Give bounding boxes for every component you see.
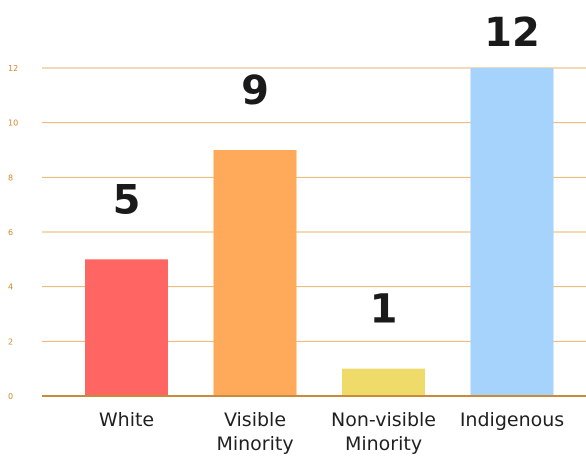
y-tick-label: 0 [8,392,13,401]
bar [85,259,168,396]
bar [213,150,297,396]
y-tick-label: 8 [8,173,13,182]
category-label: Non-visible Minority [331,409,436,455]
y-tick-label: 6 [8,228,13,237]
value-label: 12 [484,10,540,56]
bars [85,68,554,396]
y-tick-label: 2 [8,337,13,346]
value-label: 5 [113,177,141,223]
value-label: 1 [370,287,398,333]
y-tick-label: 4 [8,283,13,292]
x-axis-category-labels: White Visible Minority Non-visible Minority I… [99,409,564,455]
y-tick-label: 10 [8,119,18,128]
bar [470,68,554,396]
y-axis-tick-labels: 0 2 4 6 8 10 12 [8,64,18,401]
category-label: Visible Minority [216,409,293,455]
category-label: White [99,409,154,431]
bar [342,368,425,396]
value-label: 9 [241,68,269,114]
y-tick-label: 12 [8,64,18,73]
value-labels: 5 9 1 12 [113,10,540,333]
category-label: Indigenous [460,409,564,431]
